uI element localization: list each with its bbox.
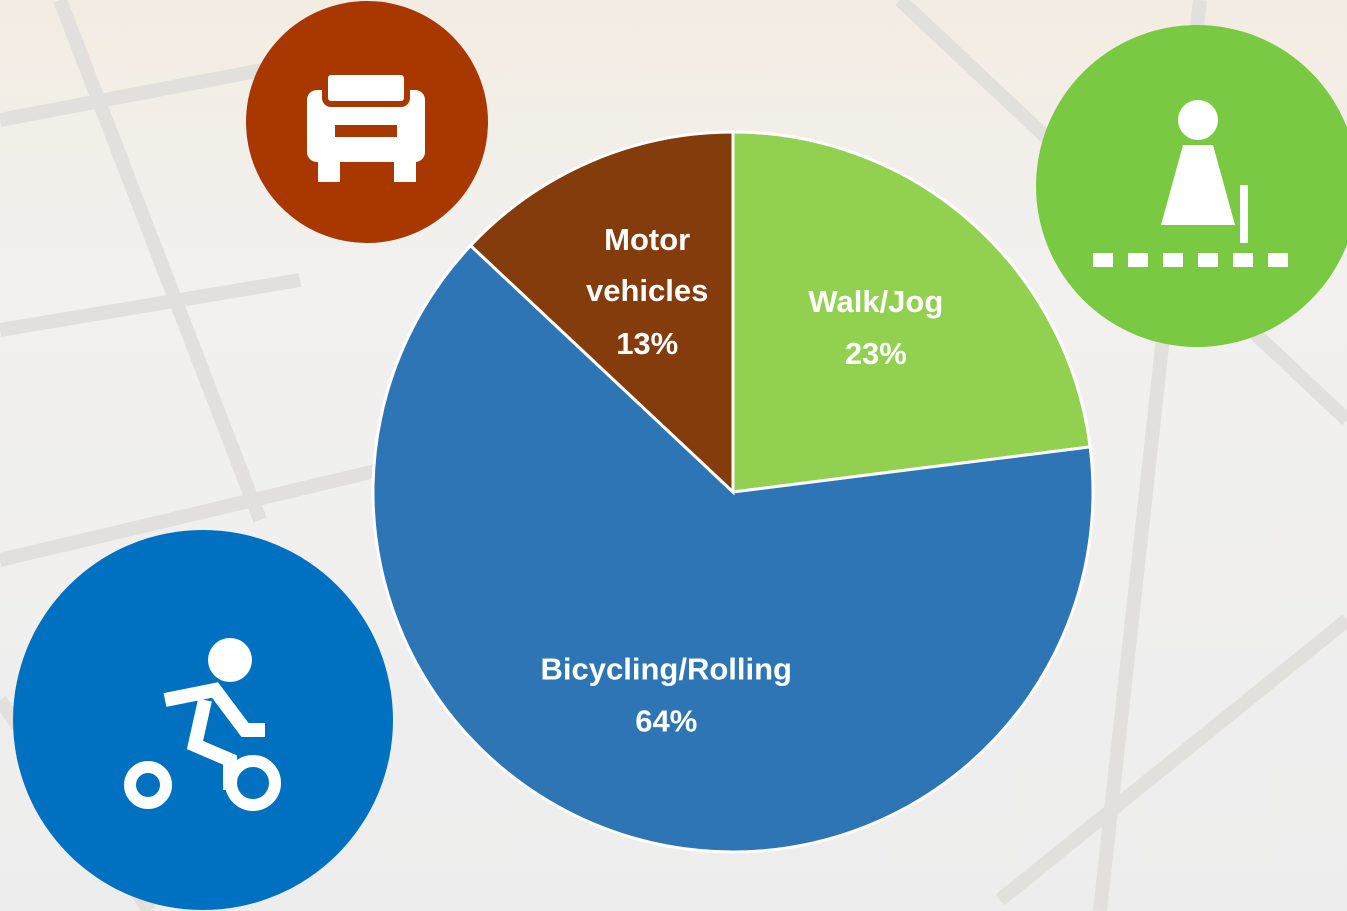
slice-label: Walk/Jog bbox=[808, 284, 943, 319]
pedestrian-icon bbox=[1036, 25, 1347, 347]
slice-label: Bicycling/Rolling bbox=[541, 652, 792, 687]
bicycle-icon bbox=[13, 530, 393, 910]
slice-value-label: 23% bbox=[845, 336, 907, 371]
slice-value-label: 13% bbox=[616, 326, 678, 361]
pie-slice bbox=[468, 130, 735, 496]
slice-label: Motor vehicles bbox=[586, 222, 708, 308]
car-icon bbox=[246, 1, 488, 243]
pie: Walk/Jog 23% Bicycling/Rolling 64% Motor vehi… bbox=[371, 130, 1095, 854]
pie-slice bbox=[731, 130, 1092, 494]
pie-slice bbox=[371, 243, 1095, 854]
slice-value-label: 64% bbox=[635, 704, 697, 739]
